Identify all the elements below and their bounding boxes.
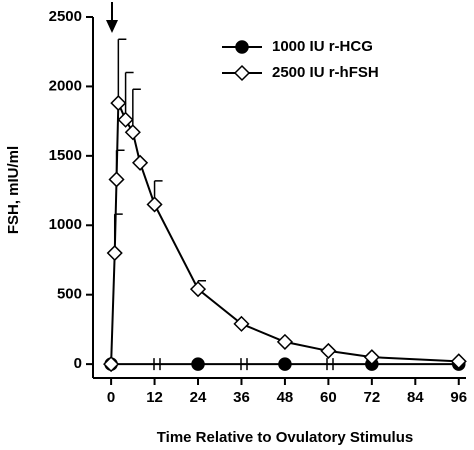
data-point — [146, 196, 163, 213]
series-line — [110, 102, 459, 365]
data-point — [103, 356, 120, 373]
x-tick-label: 36 — [233, 389, 250, 406]
data-point — [132, 154, 149, 171]
error-bar — [117, 38, 127, 104]
y-tick-label: 500 — [57, 286, 82, 303]
y-tick-label: 0 — [74, 355, 82, 372]
x-tick-label: 60 — [320, 389, 337, 406]
data-point — [106, 244, 123, 262]
y-axis-label: FSH, mIU/ml — [5, 146, 22, 234]
break-mark — [326, 358, 334, 371]
break-mark — [153, 358, 161, 371]
data-point — [124, 124, 141, 141]
y-tick-label: 2000 — [49, 77, 82, 94]
data-point — [233, 315, 250, 332]
x-tick-label: 0 — [107, 389, 115, 406]
data-point — [363, 349, 380, 366]
data-point — [110, 95, 127, 112]
data-point — [189, 281, 207, 298]
y-tick-label: 2500 — [49, 8, 82, 25]
data-point — [276, 333, 293, 350]
data-point — [450, 353, 467, 370]
x-tick-label: 24 — [190, 389, 207, 406]
y-tick-label: 1500 — [49, 147, 82, 164]
data-point — [108, 171, 125, 188]
legend-label: 1000 IU r-HCG — [272, 38, 373, 55]
data-point — [191, 357, 205, 371]
data-point — [117, 111, 134, 128]
x-tick-label: 84 — [407, 389, 424, 406]
x-tick-label: 48 — [277, 389, 294, 406]
legend-label: 2500 IU r-hFSH — [272, 64, 379, 81]
data-point — [320, 342, 337, 359]
x-tick-label: 12 — [146, 389, 163, 406]
data-point — [278, 357, 292, 371]
x-axis-label: Time Relative to Ovulatory Stimulus — [157, 429, 413, 446]
y-tick-label: 1000 — [49, 216, 82, 233]
legend-marker — [235, 40, 249, 54]
x-tick-label: 72 — [364, 389, 381, 406]
break-mark — [240, 358, 248, 371]
x-tick-label: 96 — [450, 389, 467, 406]
stimulus-arrow — [106, 2, 118, 33]
legend-marker — [233, 64, 251, 82]
